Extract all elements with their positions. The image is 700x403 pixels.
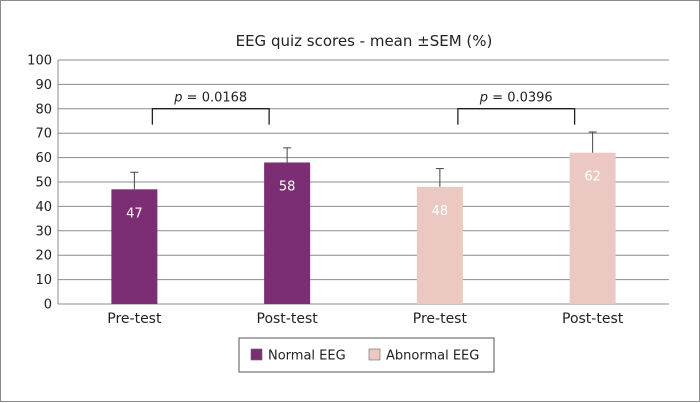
x-axis-categories: Pre-test Post-test Pre-test Post-test xyxy=(107,311,623,327)
x-category-label: Post-test xyxy=(562,311,624,327)
legend: Normal EEG Abnormal EEG xyxy=(238,337,495,373)
significance-bracket xyxy=(457,108,576,125)
data-label: 62 xyxy=(584,170,601,185)
y-tick-label: 20 xyxy=(35,249,52,264)
p-value: = 0.0168 xyxy=(183,91,248,106)
data-label: 58 xyxy=(279,179,296,194)
significance-brackets: p = 0.0168 p = 0.0396 xyxy=(151,91,576,125)
p-symbol: p xyxy=(479,91,488,106)
grid-lines xyxy=(57,59,669,305)
p-value-label: p = 0.0168 xyxy=(173,91,247,106)
chart-title: EEG quiz scores - mean ±SEM (%) xyxy=(236,32,493,50)
x-category-label: Post-test xyxy=(257,311,319,327)
legend-label: Normal EEG xyxy=(268,349,346,364)
x-category-label: Pre-test xyxy=(413,311,468,327)
bar xyxy=(416,186,463,304)
y-tick-label: 50 xyxy=(35,176,52,191)
legend-swatch xyxy=(368,348,381,361)
y-tick-label: 60 xyxy=(35,151,52,166)
y-tick-label: 70 xyxy=(35,127,52,142)
y-tick-label: 40 xyxy=(35,200,52,215)
x-category-label: Pre-test xyxy=(107,311,162,327)
significance-bracket xyxy=(151,108,270,125)
legend-label: Abnormal EEG xyxy=(386,349,479,364)
y-tick-label: 30 xyxy=(35,224,52,239)
y-tick-label: 0 xyxy=(44,298,52,313)
p-symbol: p xyxy=(173,91,182,106)
bar xyxy=(111,189,158,304)
data-label: 48 xyxy=(432,204,449,219)
y-tick-label: 80 xyxy=(35,102,52,117)
data-label: 47 xyxy=(126,206,143,221)
bars: 47 58 48 62 xyxy=(111,131,616,304)
y-axis-ticks: 0 10 20 30 40 50 60 70 80 90 100 xyxy=(27,54,52,313)
p-value-label: p = 0.0396 xyxy=(479,91,553,106)
bar xyxy=(264,162,311,304)
bar xyxy=(569,152,616,304)
p-value: = 0.0396 xyxy=(488,91,553,106)
y-tick-label: 100 xyxy=(27,54,52,69)
legend-box xyxy=(238,337,495,373)
y-tick-label: 10 xyxy=(35,273,52,288)
legend-swatch xyxy=(250,348,263,361)
y-tick-label: 90 xyxy=(35,78,52,93)
